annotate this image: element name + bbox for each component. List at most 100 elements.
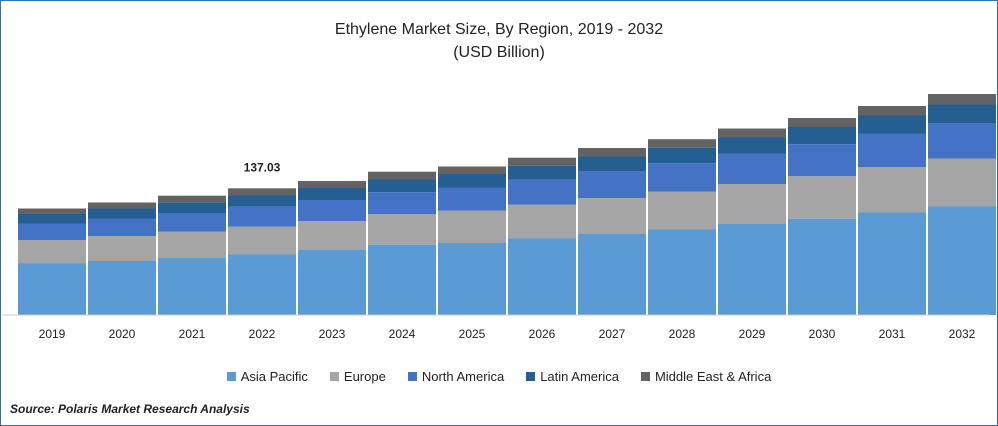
legend-swatch [226,372,236,381]
bar-2031-series-1 [858,167,926,213]
bar-2023-series-4 [298,181,366,188]
bar-2019-series-2 [18,223,86,240]
x-tick-label-2032: 2032 [949,327,976,341]
x-tick-label-2023: 2023 [319,327,346,341]
bar-2031-series-4 [858,106,926,116]
bar-2022-series-3 [228,195,296,207]
bar-2023-series-0 [298,250,366,315]
x-tick-label-2028: 2028 [669,327,696,341]
chart-title: Ethylene Market Size, By Region, 2019 - … [334,21,664,38]
bar-2029-series-4 [718,128,786,138]
x-tick-label-2019: 2019 [39,327,66,341]
bar-2031-series-3 [858,115,926,134]
bar-2020-series-1 [88,236,156,261]
bar-2027-series-4 [578,148,646,157]
bar-2028-series-1 [648,191,716,230]
legend-item-4: Middle East & Africa [640,369,772,384]
bar-2032-series-0 [928,206,996,315]
x-tick-labels: 2019 2020 2021 2022 2023 2024 2025 2026 2027 2028… [39,327,976,341]
bar-2030-series-2 [788,144,856,177]
bar-2022-series-1 [228,226,296,255]
legend-item-0: Asia Pacific [226,369,308,384]
bar-2021-series-2 [158,213,226,232]
x-tick-label-2024: 2024 [389,327,416,341]
bar-2019-series-4 [18,208,86,214]
bar-2027-series-0 [578,234,646,315]
bar-2021-series-0 [158,258,226,315]
bar-2028-series-3 [648,147,716,164]
x-tick-label-2027: 2027 [599,327,626,341]
bar-2023-series-1 [298,221,366,250]
x-tick-label-2020: 2020 [109,327,136,341]
bar-2021-series-1 [158,231,226,258]
legend-label: Europe [343,369,386,384]
bar-2024-series-2 [368,192,436,215]
bar-2032-series-3 [928,104,996,123]
bar-2032-series-1 [928,158,996,207]
bar-2024-series-1 [368,214,436,245]
x-tick-label-2021: 2021 [179,327,206,341]
x-tick-label-2029: 2029 [739,327,766,341]
bar-2019-series-3 [18,214,86,224]
legend-swatch [407,372,417,381]
legend: Asia Pacific Europe North America Latin Ame… [0,369,998,384]
x-tick-label-2022: 2022 [249,327,276,341]
bar-2025-series-4 [438,166,506,174]
bar-2025-series-2 [438,187,506,211]
bar-2023-series-2 [298,200,366,221]
legend-label: Middle East & Africa [654,369,772,384]
bar-2024-series-4 [368,171,436,180]
bar-2029-series-0 [718,224,786,315]
bar-2029-series-2 [718,153,786,184]
bar-2025-series-0 [438,243,506,315]
bar-2029-series-3 [718,137,786,154]
bar-2026-series-2 [508,179,576,205]
bar-2022-series-2 [228,206,296,227]
bar-2030-series-0 [788,218,856,315]
bar-2027-series-2 [578,171,646,198]
bar-2026-series-3 [508,165,576,180]
legend-item-2: North America [407,369,505,384]
x-tick-label-2025: 2025 [459,327,486,341]
bar-2028-series-0 [648,229,716,315]
bar-2019-series-0 [18,263,86,315]
legend-label: Asia Pacific [240,369,308,384]
bar-2028-series-2 [648,163,716,192]
bar-2032-series-2 [928,123,996,159]
bars-group [18,94,996,315]
bar-2030-series-4 [788,118,856,127]
legend-item-1: Europe [329,369,386,384]
bar-2026-series-0 [508,238,576,315]
x-tick-label-2030: 2030 [809,327,836,341]
bar-2026-series-4 [508,157,576,166]
legend-item-3: Latin America [526,369,619,384]
bar-2022-series-0 [228,254,296,315]
bar-2026-series-1 [508,204,576,239]
bar-2024-series-0 [368,244,436,315]
bar-2029-series-1 [718,184,786,224]
x-tick-label-2026: 2026 [529,327,556,341]
legend-label: North America [421,369,505,384]
bar-2021-series-3 [158,202,226,213]
legend-swatch [526,372,536,381]
bar-2027-series-1 [578,198,646,234]
legend-label: Latin America [540,369,619,384]
bar-2023-series-3 [298,188,366,200]
bar-2031-series-2 [858,133,926,167]
bar-2027-series-3 [578,156,646,171]
bar-2019-series-1 [18,240,86,264]
chart-subtitle: (USD Billion) [453,44,545,61]
bar-2021-series-4 [158,195,226,203]
bar-2031-series-0 [858,212,926,315]
bar-2025-series-3 [438,174,506,188]
bar-2032-series-4 [928,94,996,105]
data-label-2022: 137.03 [244,160,281,174]
bar-2030-series-1 [788,176,856,219]
bar-2022-series-4 [228,188,296,196]
bar-2020-series-0 [88,261,156,315]
x-tick-label-2031: 2031 [879,327,906,341]
legend-swatch [640,372,650,381]
bar-2024-series-3 [368,179,436,193]
source-note: Source: Polaris Market Research Analysis [10,402,250,416]
